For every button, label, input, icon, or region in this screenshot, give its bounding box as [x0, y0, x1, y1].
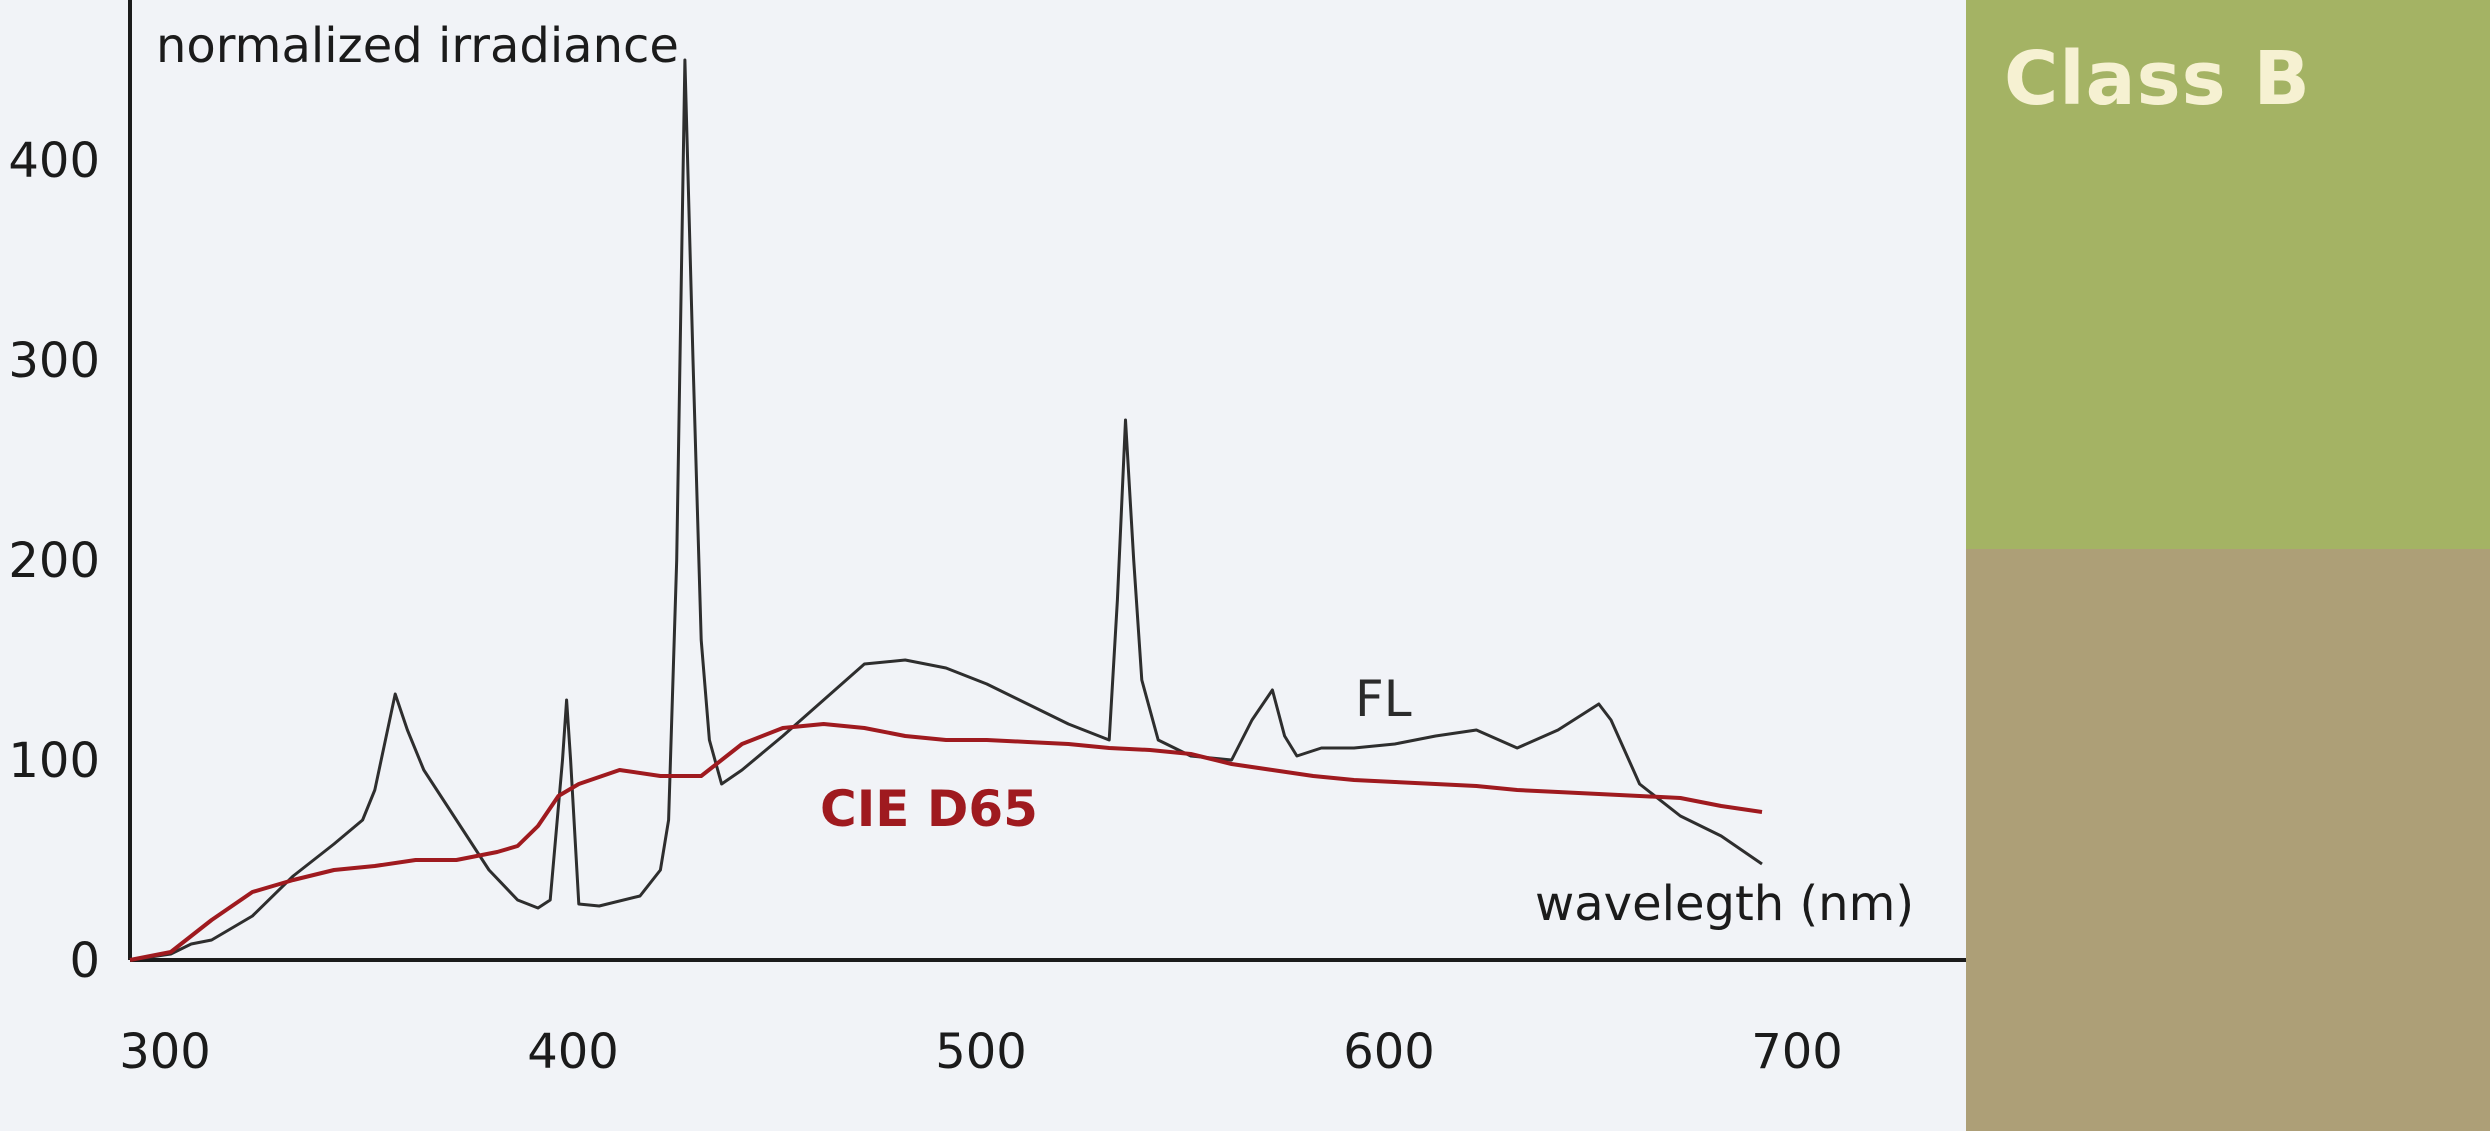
x-tick-labels: 300 400 500 600 700 — [119, 1024, 1843, 1080]
y-tick-label: 400 — [8, 133, 100, 189]
series-lines — [129, 58, 1763, 962]
class-label: Class B — [2004, 36, 2311, 122]
d65-series-label: CIE D65 — [820, 780, 1038, 838]
y-tick-label: 100 — [8, 733, 100, 789]
class-swatch-top: Class B — [1966, 0, 2490, 549]
x-tick-label: 600 — [1343, 1024, 1435, 1080]
fl-series-line — [129, 58, 1763, 962]
x-tick-label: 300 — [119, 1024, 211, 1080]
chart-panel: 0 100 200 300 400 300 400 500 600 700 normalized… — [8, 0, 1966, 1080]
x-tick-label: 500 — [935, 1024, 1027, 1080]
class-swatch-bottom — [1966, 549, 2490, 1131]
spectrum-chart: 0 100 200 300 400 300 400 500 600 700 normalized… — [8, 0, 1966, 1080]
y-tick-label: 0 — [69, 933, 100, 989]
x-axis-title: wavelegth (nm) — [1535, 876, 1914, 932]
class-side-panel: Class B — [1966, 0, 2490, 1131]
fl-series-label: FL — [1355, 670, 1412, 728]
y-tick-labels: 0 100 200 300 400 — [8, 133, 100, 989]
y-axis-title: normalized irradiance — [156, 18, 679, 74]
y-tick-label: 200 — [8, 533, 100, 589]
axes-layer — [128, 0, 1966, 962]
d65-series-line — [129, 722, 1763, 962]
x-tick-label: 700 — [1751, 1024, 1843, 1080]
x-tick-label: 400 — [527, 1024, 619, 1080]
y-tick-label: 300 — [8, 333, 100, 389]
